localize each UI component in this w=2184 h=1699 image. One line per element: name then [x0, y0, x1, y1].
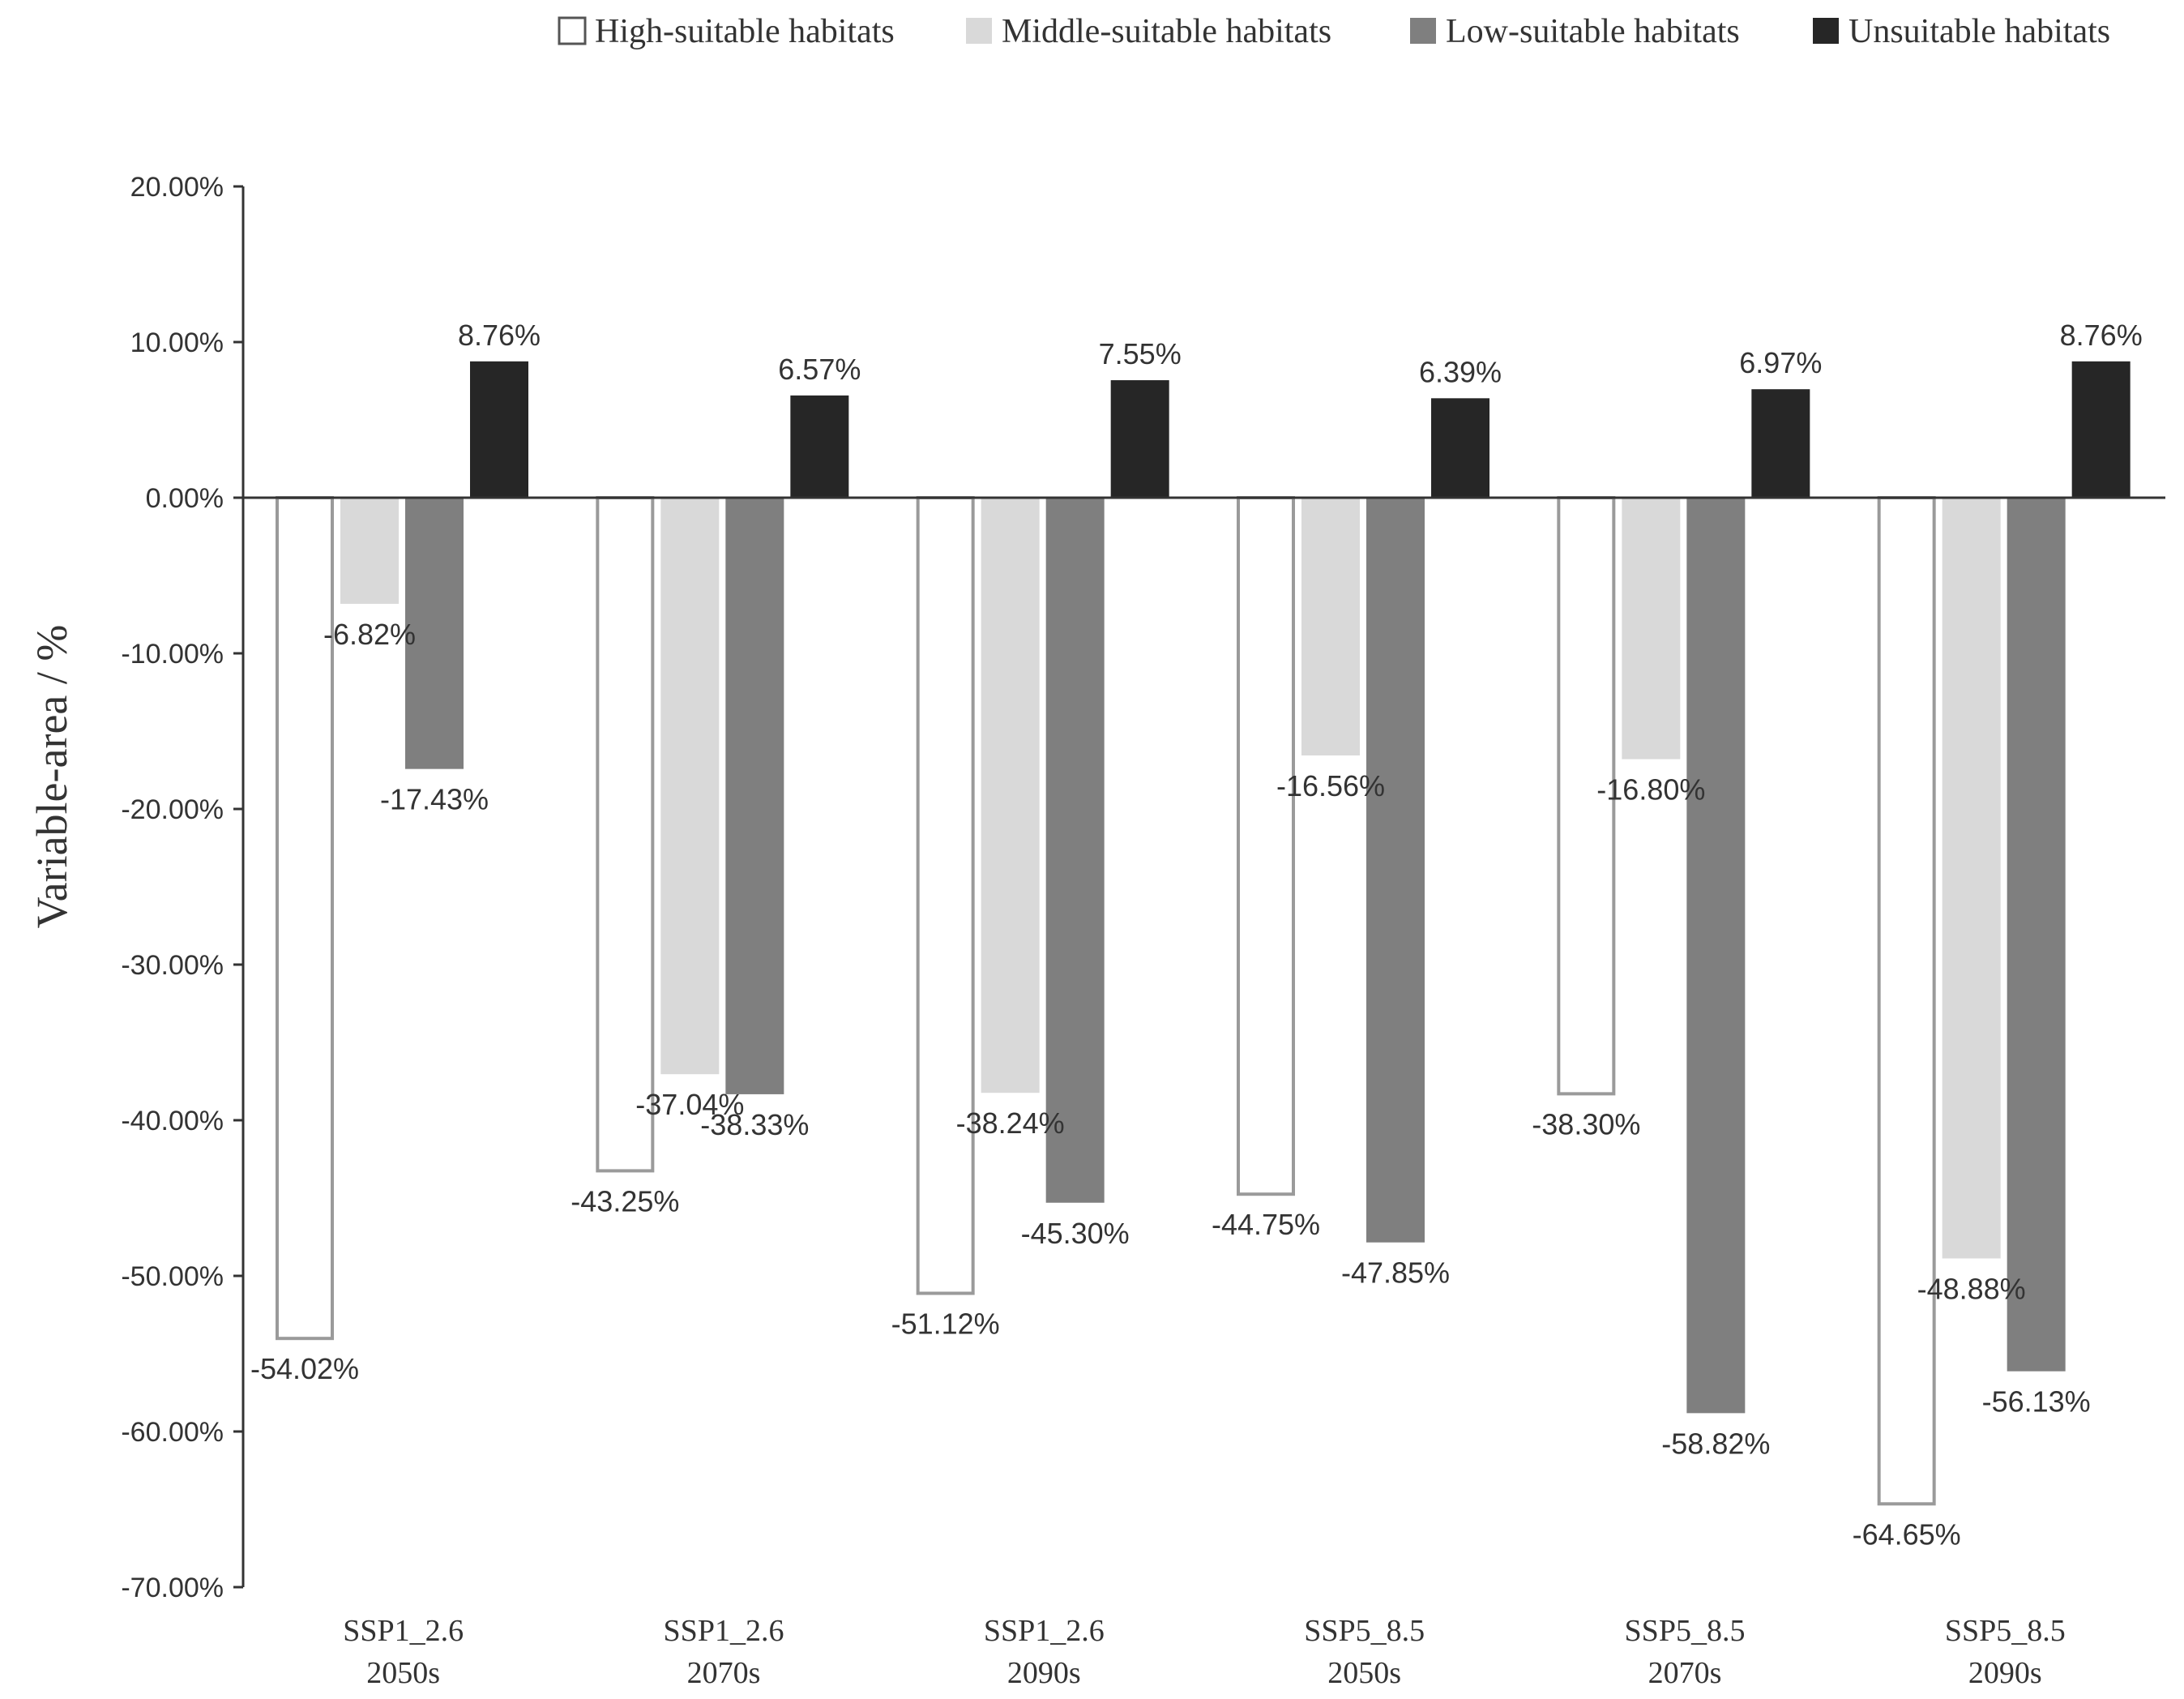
legend-label: High-suitable habitats	[595, 13, 895, 50]
x-tick-label: 2090s	[1968, 1656, 2042, 1690]
data-label: -38.24%	[956, 1106, 1065, 1140]
y-tick-label: 20.00%	[130, 172, 224, 203]
data-label: -47.85%	[1341, 1256, 1450, 1290]
legend-swatch	[1410, 18, 1436, 44]
data-label: -51.12%	[891, 1307, 1000, 1341]
data-label: -44.75%	[1212, 1208, 1320, 1241]
bar-middle-suitable-habitats	[340, 498, 399, 604]
legend-label: Low-suitable habitats	[1446, 13, 1740, 50]
data-label: -38.30%	[1532, 1107, 1640, 1141]
x-tick-label: SSP5_8.5	[1625, 1614, 1746, 1648]
bar-middle-suitable-habitats	[1942, 498, 2001, 1259]
y-tick-label: -20.00%	[121, 794, 224, 825]
y-tick-label: -60.00%	[121, 1417, 224, 1448]
x-tick-label: SSP5_8.5	[1304, 1614, 1425, 1648]
data-label: -48.88%	[1917, 1272, 2026, 1305]
bars	[276, 361, 2131, 1506]
x-tick-label: SSP1_2.6	[664, 1614, 784, 1648]
bar-unsuitable-habitats	[790, 395, 849, 498]
x-tick-label: 2050s	[366, 1656, 440, 1690]
bar-low-suitable-habitats	[1366, 498, 1425, 1243]
bar-low-suitable-habitats	[1045, 498, 1105, 1203]
x-tick-label: 2050s	[1327, 1656, 1401, 1690]
bar-unsuitable-habitats	[1431, 398, 1489, 498]
legend-swatch	[1813, 18, 1839, 44]
legend-label: Unsuitable habitats	[1848, 13, 2110, 50]
bar-middle-suitable-habitats	[660, 498, 720, 1075]
bar-unsuitable-habitats	[470, 361, 528, 498]
bar-high-suitable-habitats	[1237, 496, 1295, 1196]
bar-low-suitable-habitats	[405, 498, 464, 769]
bar-low-suitable-habitats	[725, 498, 784, 1094]
data-label: -16.56%	[1276, 769, 1385, 802]
data-labels: -54.02% -43.25% -51.12% -44.75% -38.30% -64.6…	[250, 319, 2143, 1551]
x-tick-label: 2070s	[687, 1656, 761, 1690]
bar-unsuitable-habitats	[2071, 361, 2131, 498]
x-tick-label: SSP1_2.6	[343, 1614, 464, 1648]
y-tick-label: -10.00%	[121, 639, 224, 670]
data-label: -58.82%	[1661, 1427, 1770, 1460]
bar-high-suitable-habitats	[596, 496, 655, 1173]
data-label: 7.55%	[1099, 337, 1182, 370]
y-tick-label: 10.00%	[130, 327, 224, 358]
bar-high-suitable-habitats	[1557, 496, 1616, 1096]
data-label: -45.30%	[1021, 1217, 1130, 1250]
bar-unsuitable-habitats	[1110, 380, 1169, 498]
data-label: -43.25%	[571, 1184, 679, 1218]
legend: High-suitable habitats Middle-suitable ha…	[558, 13, 2110, 50]
data-label: 6.57%	[778, 353, 861, 386]
y-tick-label: -40.00%	[121, 1106, 224, 1136]
x-tick-label: 2090s	[1007, 1656, 1081, 1690]
y-axis-title: Variable-area / %	[28, 625, 76, 929]
data-label: -56.13%	[1982, 1385, 2091, 1419]
y-tick-label: -30.00%	[121, 950, 224, 981]
y-axis: 20.00% 10.00% 0.00% -10.00% -20.00% -30.00% -4…	[121, 172, 245, 1603]
data-label: 8.76%	[2060, 319, 2143, 352]
data-label: 8.76%	[458, 319, 541, 352]
y-tick-label: -50.00%	[121, 1261, 224, 1292]
data-label: 6.39%	[1419, 355, 1502, 388]
x-axis: SSP1_2.6 2050s SSP1_2.6 2070s SSP1_2.6 2090s S…	[243, 496, 2165, 1690]
bar-high-suitable-habitats	[276, 496, 334, 1341]
data-label: 6.97%	[1739, 346, 1822, 379]
data-label: -6.82%	[323, 618, 416, 651]
bar-low-suitable-habitats	[1686, 498, 1746, 1414]
bar-middle-suitable-habitats	[1622, 498, 1681, 760]
data-label: -54.02%	[250, 1352, 359, 1385]
legend-label: Middle-suitable habitats	[1002, 13, 1331, 50]
bar-high-suitable-habitats	[1877, 496, 1936, 1506]
bar-low-suitable-habitats	[2007, 498, 2066, 1372]
data-label: -17.43%	[380, 783, 489, 816]
x-tick-label: SSP1_2.6	[984, 1614, 1105, 1648]
y-tick-label: -70.00%	[121, 1573, 224, 1603]
bar-unsuitable-habitats	[1751, 389, 1810, 498]
data-label: -64.65%	[1853, 1517, 1961, 1551]
legend-swatch	[558, 16, 587, 45]
bar-high-suitable-habitats	[916, 496, 975, 1295]
data-label: -37.04%	[635, 1088, 744, 1121]
data-label: -16.80%	[1596, 773, 1705, 807]
x-tick-label: SSP5_8.5	[1945, 1614, 2066, 1648]
bar-middle-suitable-habitats	[981, 498, 1040, 1093]
y-tick-label: 0.00%	[146, 483, 224, 514]
data-label: -38.33%	[700, 1108, 809, 1141]
legend-swatch	[966, 18, 992, 44]
x-tick-label: 2070s	[1648, 1656, 1722, 1690]
bar-middle-suitable-habitats	[1301, 498, 1360, 755]
